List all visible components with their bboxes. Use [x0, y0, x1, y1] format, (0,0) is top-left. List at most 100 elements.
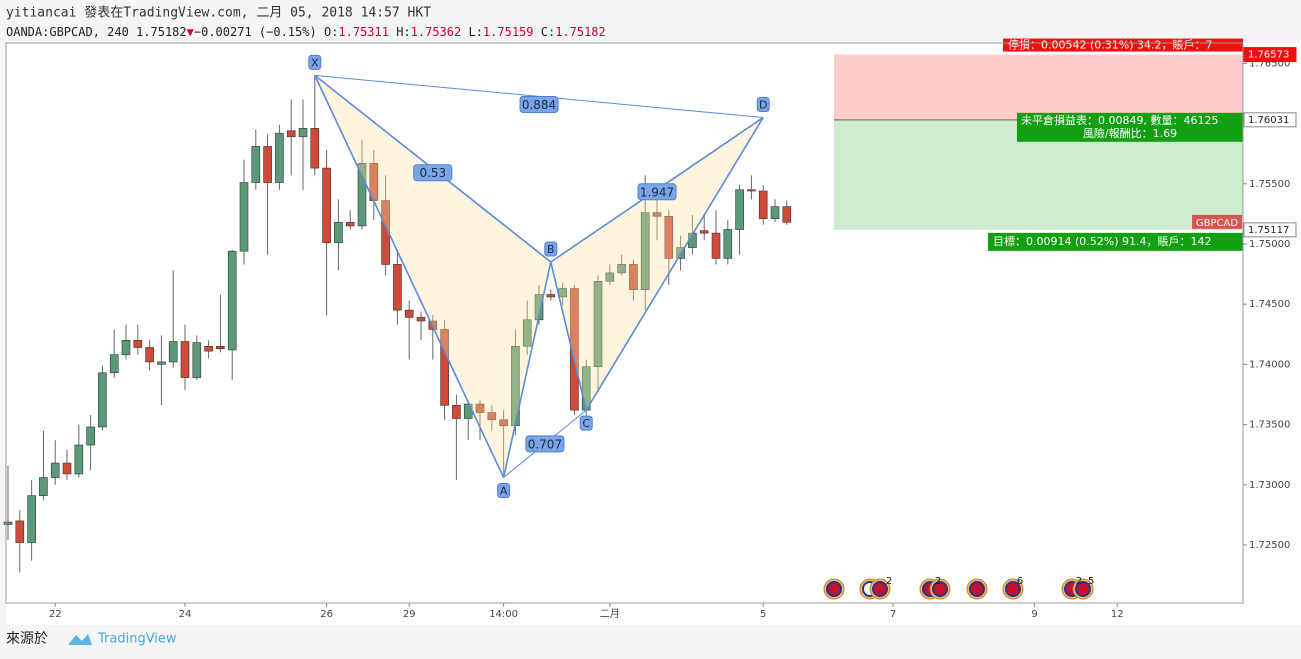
candle-body: [121, 339, 131, 356]
h-label: H:: [396, 25, 410, 39]
point-badge: [308, 54, 322, 70]
y-tick-label: 1.76500: [1249, 58, 1290, 69]
x-tick-label: 29: [403, 609, 416, 620]
candle-body: [357, 162, 367, 227]
candle-body: [74, 444, 84, 475]
x-tick-label: 7: [890, 609, 896, 620]
candle-body: [39, 477, 48, 496]
entry-price-badge: [1243, 112, 1297, 128]
y-tick-label: 1.72500: [1249, 540, 1290, 551]
c-label: C:: [541, 25, 555, 39]
event-count: 5: [1088, 576, 1094, 587]
candle-body: [157, 361, 166, 365]
ratio-badge: [525, 435, 565, 453]
candle-body: [546, 294, 556, 298]
candle-body: [782, 206, 792, 223]
candle-body: [180, 341, 190, 378]
candle-body: [286, 130, 296, 138]
y-tick-label: 1.73000: [1249, 480, 1290, 491]
candle-body: [3, 521, 13, 525]
candle-body: [334, 221, 343, 244]
candle-body: [440, 329, 449, 406]
pattern-line: [585, 117, 764, 411]
c-value: 1.75182: [555, 25, 606, 39]
candle-body: [263, 146, 272, 183]
author-line: yitiancai 發表在TradingView.com, 二月 05, 201…: [6, 6, 431, 21]
candle-body: [664, 215, 674, 259]
event-flag: [969, 581, 985, 597]
price-axis-bg: [1243, 43, 1301, 625]
stop-zone: [834, 54, 1243, 120]
point-label: D: [759, 99, 767, 112]
arrow: ▼: [187, 25, 195, 39]
candle-body: [629, 264, 638, 291]
x-tick-label: 14:00: [489, 609, 518, 620]
o-value: 1.75311: [338, 25, 389, 39]
candle-body: [475, 403, 485, 413]
event-flag: [932, 581, 948, 597]
candle-body: [723, 229, 733, 259]
footer-bg: [0, 625, 1301, 659]
target-price-badge: [1243, 222, 1297, 238]
candle-body: [275, 132, 284, 183]
plot-border: [5, 42, 1244, 604]
candle-body: [381, 200, 390, 265]
stop-price-badge: [1243, 47, 1297, 63]
change: −0.00271 (−0.15%): [194, 25, 317, 39]
candle-body: [98, 372, 107, 428]
candle-body: [393, 264, 402, 311]
point-label: X: [311, 56, 319, 69]
ratio-label: 1.947: [640, 185, 674, 199]
pattern-line: [314, 75, 505, 478]
ratio-label: 0.884: [522, 98, 556, 112]
footer-source: 來源於: [6, 631, 48, 647]
event-flag: [826, 581, 842, 597]
h-value: 1.75362: [411, 25, 462, 39]
plot-layer: 0.884 0.53 0.707 1.947 X A B C D 停損：0.00542 (0.31…: [3, 38, 1243, 600]
y-tick-label: 1.74500: [1249, 299, 1290, 310]
point-badge: [497, 483, 511, 499]
candle-body: [487, 412, 497, 421]
l-value: 1.75159: [483, 25, 534, 39]
pattern-fill: [314, 75, 551, 478]
pattern-line: [502, 261, 552, 478]
candle-body: [605, 272, 615, 282]
candle-body: [735, 189, 744, 230]
candle-body: [322, 167, 331, 244]
candle-body: [239, 182, 249, 252]
candle-body: [404, 309, 414, 318]
candle-body: [522, 319, 532, 347]
candle-body: [758, 190, 768, 219]
point-badge: [756, 97, 770, 113]
candle-body: [345, 221, 355, 227]
ratio-label: 0.707: [528, 437, 562, 451]
stop-text: 停損：0.00542 (0.31%) 34.2，賬戶：7: [1008, 38, 1213, 52]
candle-body: [298, 128, 308, 138]
candle-body: [50, 462, 60, 478]
event-count: 6: [1017, 576, 1023, 587]
open-text: 未平倉損益表：0.00849, 數量：46125: [1021, 113, 1218, 127]
pattern-fill: [550, 117, 764, 411]
candle-body: [499, 419, 508, 427]
event-flag: [1075, 581, 1091, 597]
candle-body: [86, 426, 95, 446]
candle-body: [145, 347, 154, 363]
candle-body: [534, 294, 544, 321]
candle-body: [570, 288, 579, 411]
l-label: L:: [468, 25, 482, 39]
candle-body: [15, 520, 25, 543]
stop-price-label: 1.76573: [1248, 50, 1289, 61]
target-badge: [988, 232, 1243, 251]
point-label: A: [500, 485, 508, 498]
candle-body: [617, 264, 626, 274]
event-flag: [872, 581, 888, 597]
ratio-badge: [637, 183, 677, 201]
y-tick-label: 1.75500: [1249, 179, 1290, 190]
footer-brand: TradingView: [97, 632, 177, 647]
x-tick-label: 26: [320, 609, 333, 620]
o-label: O:: [324, 25, 338, 39]
x-tick-label: 24: [179, 609, 192, 620]
last: 1.75182: [136, 25, 187, 39]
candle-body: [204, 345, 213, 352]
point-label: B: [547, 243, 555, 256]
